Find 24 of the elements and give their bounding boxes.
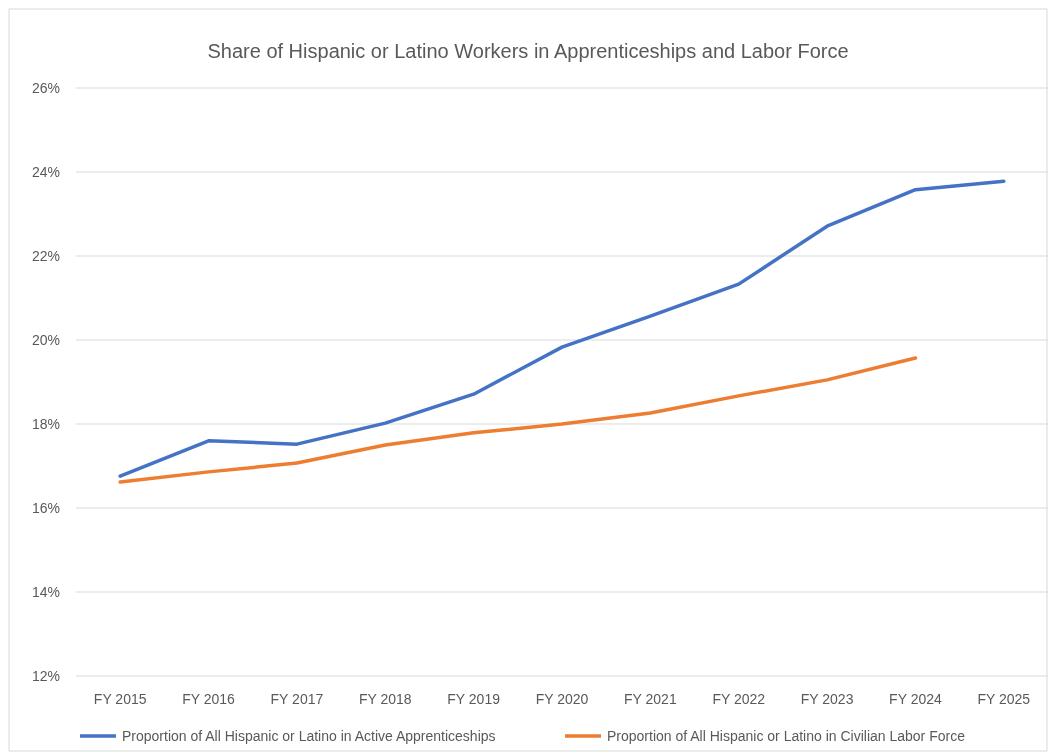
x-tick-label: FY 2021 [624, 691, 677, 707]
y-tick-label: 16% [31, 499, 60, 516]
x-tick-label: FY 2025 [977, 691, 1031, 707]
line-series [118, 179, 1006, 478]
y-tick-label: 12% [31, 667, 60, 684]
y-tick-label: 24% [31, 163, 60, 180]
line-series [118, 356, 918, 484]
x-tick-label: FY 2017 [270, 691, 324, 707]
x-tick-label: FY 2022 [712, 691, 766, 707]
legend-label: Proportion of All Hispanic or Latino in Active Apprenticeships [122, 727, 496, 744]
y-tick-label: 22% [31, 247, 60, 264]
y-tick-label: 18% [31, 415, 60, 432]
x-tick-label: FY 2024 [889, 691, 942, 707]
x-tick-label: FY 2018 [358, 691, 412, 707]
y-tick-label: 14% [31, 583, 60, 600]
chart-title: Share of Hispanic or Latino Workers in Apprenticeships and Labor Force [207, 40, 849, 62]
y-tick-label: 26% [31, 79, 60, 96]
y-tick-label: 20% [31, 331, 60, 348]
legend-label: Proportion of All Hispanic or Latino in Civilian Labor Force [607, 727, 966, 744]
x-tick-label: FY 2016 [182, 691, 236, 707]
x-tick-label: FY 2015 [93, 691, 147, 707]
x-tick-label: FY 2023 [800, 691, 854, 707]
x-tick-label: FY 2020 [535, 691, 589, 707]
x-tick-label: FY 2019 [447, 691, 501, 707]
